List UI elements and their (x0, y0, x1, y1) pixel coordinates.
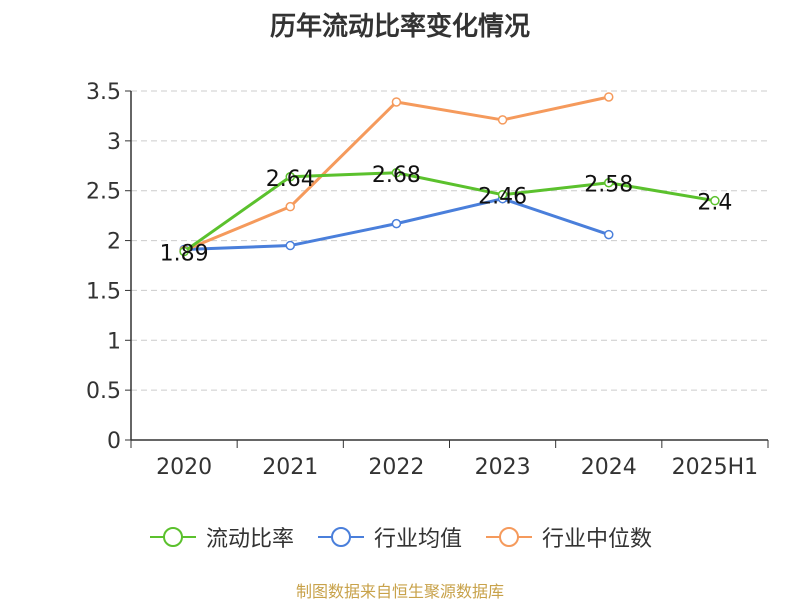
x-tick-label: 2021 (262, 455, 318, 480)
data-label-layer: 1.89 2.64 2.68 2.46 2.58 2.4 (160, 163, 733, 267)
axis-layer: 0 0.5 1 1.5 2 2.5 3 3.5 2020 2021 2022 2023 2024 2025… (86, 80, 769, 480)
data-label: 2.58 (584, 173, 633, 198)
legend-label: 流动比率 (205, 527, 294, 552)
legend-swatch-marker (499, 527, 519, 547)
x-tick-label: 2022 (368, 455, 424, 480)
data-point (604, 229, 614, 240)
data-label: 2.4 (697, 191, 732, 216)
legend-item[interactable]: 流动比率 (148, 521, 294, 553)
y-tick-label: 1.5 (86, 279, 121, 304)
x-tick-label: 2025H1 (672, 455, 759, 480)
grid-layer (131, 90, 768, 391)
data-point (497, 189, 508, 200)
data-point (391, 97, 402, 107)
legend-item[interactable]: 行业中位数 (484, 521, 652, 553)
source-note: 制图数据来自恒生聚源数据库 (295, 582, 504, 601)
y-tick-label: 0 (107, 429, 121, 454)
x-tick-label: 2020 (156, 455, 212, 480)
chart-title: 历年流动比率变化情况 (269, 12, 530, 42)
data-point (497, 115, 508, 125)
legend-swatch-marker (330, 527, 351, 547)
legend-swatch (317, 527, 364, 547)
legend-label: 行业中位数 (542, 527, 653, 552)
series-layer (179, 92, 720, 257)
legend-swatch-marker (162, 527, 183, 547)
data-point (285, 172, 295, 182)
legend-label: 行业均值 (373, 527, 462, 552)
legend-item[interactable]: 行业均值 (316, 521, 462, 553)
y-tick-label: 0.5 (86, 379, 121, 404)
data-point (285, 201, 295, 212)
data-point (710, 195, 720, 206)
data-point (391, 218, 402, 229)
data-label: 2.64 (266, 167, 315, 192)
y-tick-label: 2 (107, 230, 121, 255)
series-line (183, 171, 716, 253)
x-tick-label: 2024 (581, 455, 637, 480)
legend: 流动比率 行业均值 行业中位数 (0, 520, 800, 554)
data-label: 1.89 (160, 242, 209, 267)
y-tick-label: 3.5 (86, 80, 121, 105)
data-point (285, 240, 295, 251)
x-tick-label: 2023 (475, 455, 531, 480)
data-label: 2.46 (478, 185, 527, 210)
legend-swatch (486, 527, 532, 547)
data-point (604, 92, 614, 102)
data-label: 2.68 (372, 163, 421, 188)
y-tick-label: 3 (107, 130, 121, 155)
data-point (391, 168, 402, 178)
legend-swatch (149, 527, 196, 547)
data-point (179, 246, 189, 257)
data-point (604, 177, 614, 188)
y-tick-label: 2.5 (86, 180, 121, 205)
y-tick-label: 1 (107, 329, 121, 354)
